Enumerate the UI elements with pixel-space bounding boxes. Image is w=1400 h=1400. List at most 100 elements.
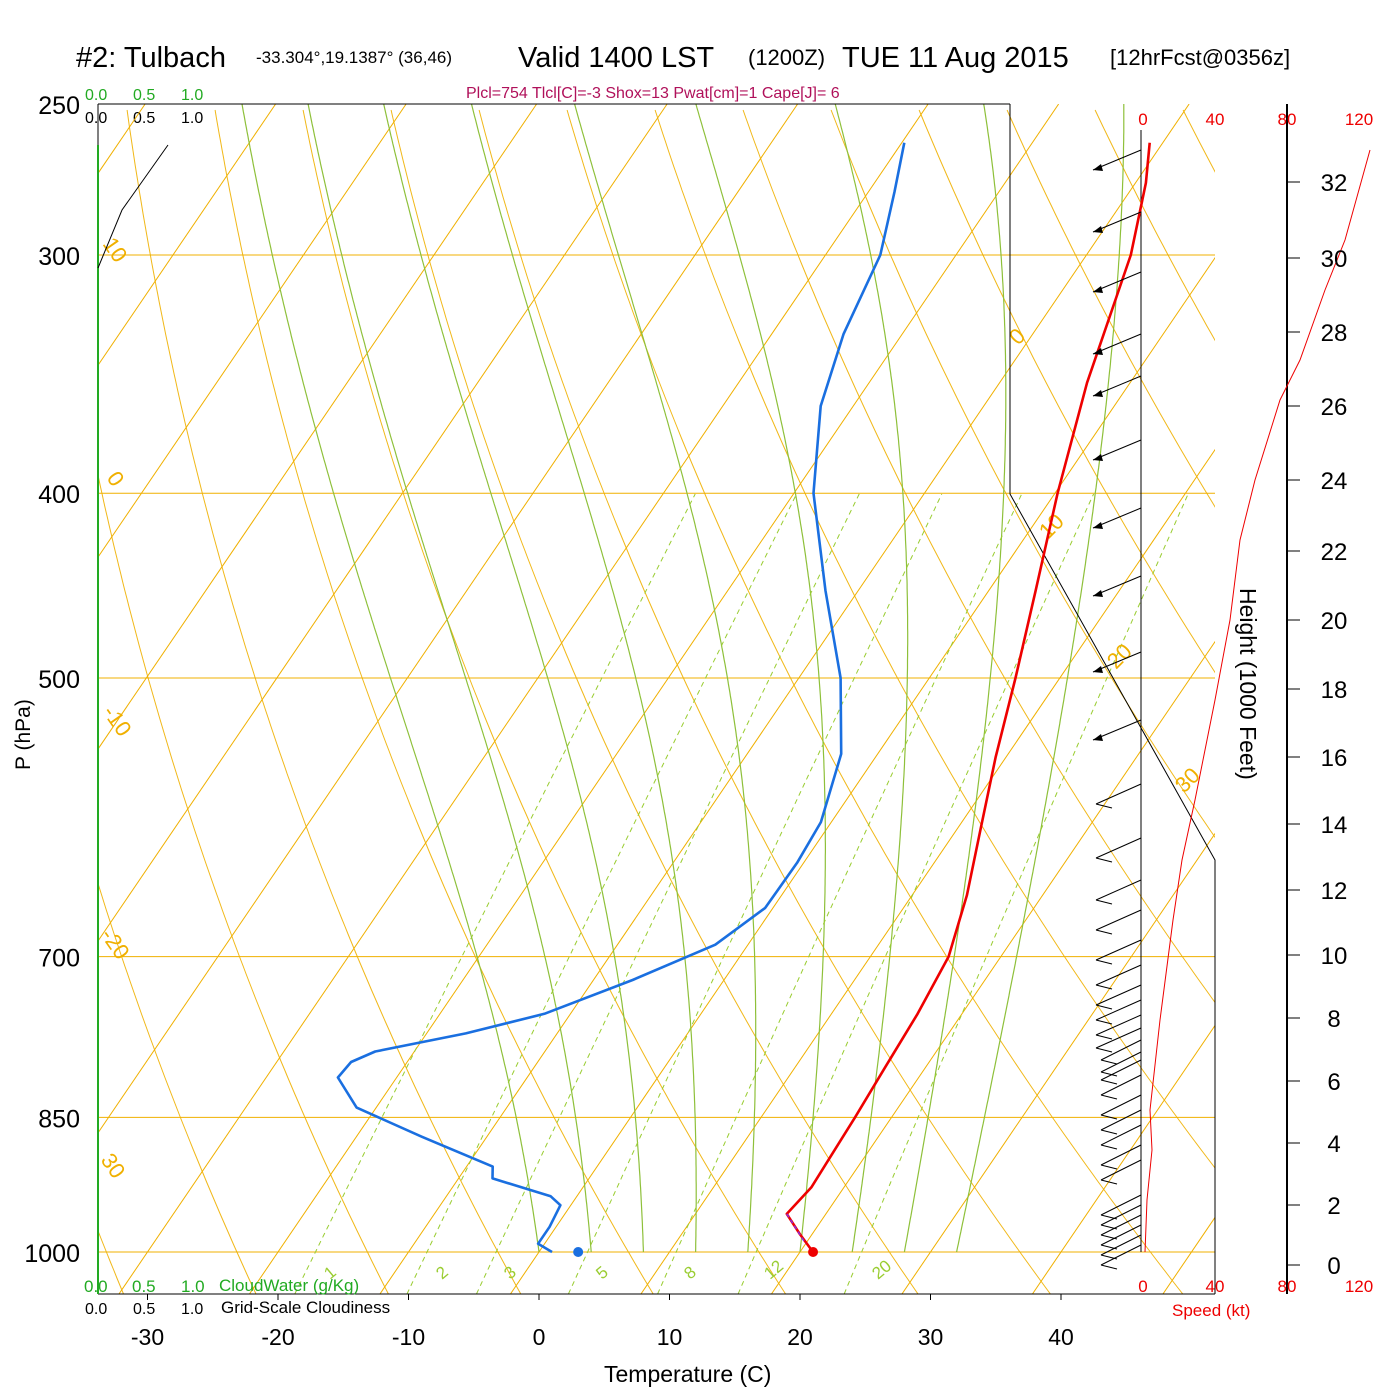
zulu-time: (1200Z) <box>748 45 825 70</box>
speed-tick-label: 0 <box>1138 110 1147 129</box>
x-tick-label: 30 <box>918 1324 944 1350</box>
height-tick-label: 14 <box>1321 812 1348 839</box>
station-title: #2: Tulbach <box>76 42 226 74</box>
wind-barb-flag <box>1093 348 1103 355</box>
x-tick-label: 10 <box>657 1324 683 1350</box>
wind-barb-feather <box>1095 1047 1113 1053</box>
mixing-ratio-line <box>657 493 1023 1294</box>
dry-adiabat <box>918 109 1215 674</box>
mixing-ratio-line <box>737 493 1095 1294</box>
wind-barb-flag <box>1093 590 1103 597</box>
height-tick-label: 6 <box>1327 1069 1340 1096</box>
isotherm <box>640 448 1215 1294</box>
speed-tick-label: 80 <box>1278 1277 1297 1296</box>
wind-barb-flag <box>1093 522 1103 529</box>
wind-barb <box>1100 1109 1142 1131</box>
pressure-tick-label: 300 <box>38 243 80 271</box>
wind-barb <box>1100 1224 1142 1246</box>
frame-right <box>1009 104 1216 1294</box>
mixing-ratio-line <box>843 493 1189 1294</box>
wind-barb <box>1100 1234 1142 1256</box>
grid-layer <box>98 104 1215 1294</box>
isotherm <box>98 104 538 750</box>
isotherm <box>98 104 668 942</box>
cloudiness-tick: 0.0 <box>85 1301 107 1318</box>
cloudiness-axis-top: 0.0 0.5 1.0 <box>85 110 203 127</box>
dry-adiabat <box>742 109 1215 1004</box>
wind-barb <box>1100 1159 1142 1181</box>
isotherm <box>379 104 1190 1294</box>
wind-barb-feather <box>1095 984 1113 990</box>
wind-barb <box>1100 1094 1142 1116</box>
x-tick-label: -10 <box>392 1324 425 1350</box>
isotherm <box>901 832 1215 1294</box>
speed-axis-top: 0 40 80 120 <box>1138 110 1373 129</box>
height-tick-label: 16 <box>1321 745 1348 772</box>
dry-adiabat <box>98 881 257 1294</box>
isotherm <box>771 640 1215 1294</box>
wind-barb <box>1095 909 1142 931</box>
speed-axis-bottom: 0 40 80 120 <box>1138 1277 1373 1296</box>
wind-barb <box>1100 1194 1142 1216</box>
forecast-label: [12hrFcst@0356z] <box>1110 45 1290 70</box>
pressure-ticks: 250 300 400 500 700 850 1000 <box>24 92 80 1268</box>
wind-barb <box>1100 1059 1142 1081</box>
wind-barb-feather <box>1095 929 1113 935</box>
moist-adiabat <box>307 104 592 1253</box>
wind-barb-flag <box>1093 666 1103 673</box>
height-tick-label: 30 <box>1321 246 1348 273</box>
cloudwater-tick-top: 0.0 <box>85 87 107 104</box>
wind-barb-flag <box>1093 286 1103 293</box>
height-tick-label: 32 <box>1321 170 1348 197</box>
wind-barb-flag <box>1093 164 1103 171</box>
moist-adiabat <box>574 104 757 1253</box>
wind-barb <box>1095 999 1142 1021</box>
x-axis-label: Temperature (C) <box>604 1361 771 1387</box>
wind-barb-feather <box>1100 1114 1118 1120</box>
dry-adiabat <box>566 109 1184 1294</box>
dry-adiabat <box>214 109 654 1294</box>
pressure-tick-label: 250 <box>38 92 80 120</box>
wind-barb-feather <box>1100 1071 1118 1077</box>
valid-time: Valid 1400 LST <box>518 42 714 74</box>
cloudwater-tick: 0.5 <box>132 1277 156 1296</box>
height-tick-label: 4 <box>1327 1131 1340 1158</box>
height-tick-label: 22 <box>1321 539 1348 566</box>
wind-barb-feather <box>1100 1059 1118 1065</box>
cloudwater-label: CloudWater (g/Kg) <box>219 1276 359 1295</box>
dry-adiabat <box>126 109 522 1294</box>
cloudiness-profile <box>97 144 169 269</box>
wind-barb <box>1100 1144 1142 1166</box>
speed-tick-label: 80 <box>1278 110 1297 129</box>
dry-adiabat <box>98 473 389 1294</box>
x-tick-label: -30 <box>131 1324 164 1350</box>
x-tick-label: -20 <box>261 1324 294 1350</box>
height-tick-label: 12 <box>1321 878 1348 905</box>
wind-barb-feather <box>1100 1129 1118 1135</box>
moist-adiabat <box>903 104 1007 1253</box>
wind-barb-feather <box>1100 1079 1118 1085</box>
wind-barb-feather <box>1095 899 1113 905</box>
moist-adiabat <box>241 104 540 1253</box>
cloudwater-tick-top: 0.5 <box>133 87 155 104</box>
x-tick-label: 20 <box>787 1324 813 1350</box>
wind-barb-feather <box>1095 1019 1113 1025</box>
wind-barb-feather <box>1095 1004 1113 1010</box>
wind-barb <box>1100 1074 1142 1096</box>
speed-axis-label: Speed (kt) <box>1172 1301 1250 1320</box>
wind-barb <box>1095 879 1142 901</box>
wind-barb <box>1095 939 1142 961</box>
wind-barb-feather <box>1100 1144 1118 1150</box>
moist-adiabat <box>470 104 697 1253</box>
height-tick-label: 2 <box>1327 1193 1340 1220</box>
isotherm <box>1032 1024 1215 1294</box>
cloudiness-tick-top: 0.5 <box>133 110 155 127</box>
isotherm <box>98 104 407 559</box>
wind-barb <box>1100 1214 1142 1236</box>
isotherm <box>510 256 1215 1294</box>
pressure-tick-label: 850 <box>38 1105 80 1133</box>
surface-dewpoint-dot <box>573 1247 584 1257</box>
isotherm <box>98 104 799 1134</box>
